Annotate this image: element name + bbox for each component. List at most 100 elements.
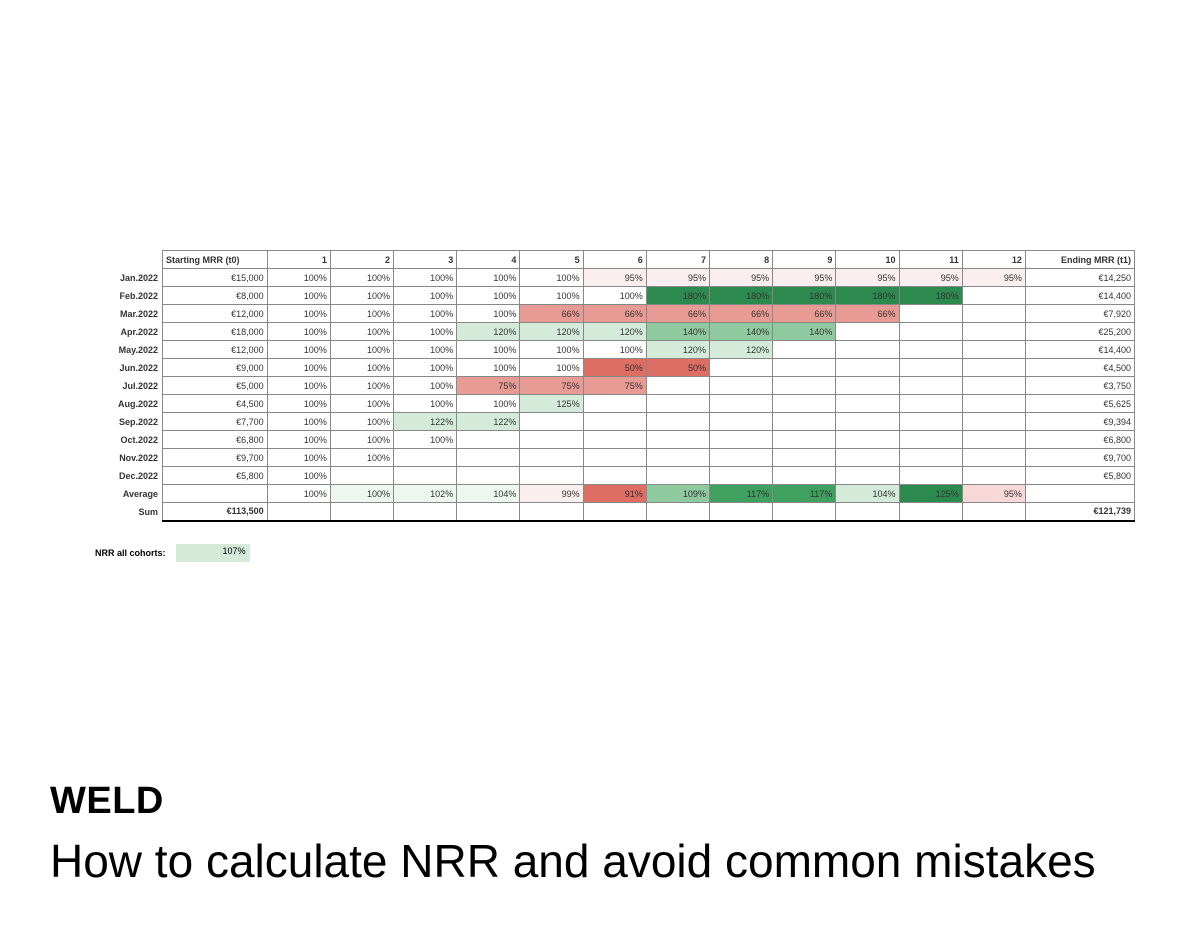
article-title: How to calculate NRR and avoid common mi… xyxy=(50,835,1096,888)
cohort-cell xyxy=(836,323,899,341)
cohort-cell: 100% xyxy=(330,431,393,449)
column-header: 4 xyxy=(457,251,520,269)
cohort-cell: 95% xyxy=(962,485,1025,503)
cohort-cell xyxy=(962,431,1025,449)
cohort-cell: 100% xyxy=(457,359,520,377)
cohort-cell: 95% xyxy=(899,269,962,287)
cohort-cell xyxy=(646,413,709,431)
cohort-cell xyxy=(520,431,583,449)
cohort-cell: 99% xyxy=(520,485,583,503)
cohort-cell: 100% xyxy=(267,359,330,377)
cohort-cell xyxy=(583,395,646,413)
article-footer: WELD How to calculate NRR and avoid comm… xyxy=(50,780,1096,888)
cohort-cell xyxy=(836,413,899,431)
cohort-cell: 140% xyxy=(709,323,772,341)
cohort-cell: 120% xyxy=(646,341,709,359)
cohort-cell: 95% xyxy=(709,269,772,287)
cohort-cell: 125% xyxy=(899,485,962,503)
column-header: 10 xyxy=(836,251,899,269)
starting-mrr-cell: €4,500 xyxy=(163,395,268,413)
cohort-cell: 122% xyxy=(394,413,457,431)
ending-mrr-cell: €5,625 xyxy=(1025,395,1134,413)
cohort-cell: 117% xyxy=(773,485,836,503)
nrr-cohort-table-wrap: Starting MRR (t0)123456789101112Ending M… xyxy=(95,250,1135,562)
starting-mrr-cell: €113,500 xyxy=(163,503,268,521)
cohort-cell: 104% xyxy=(836,485,899,503)
row-label: Dec.2022 xyxy=(95,467,163,485)
starting-mrr-cell: €9,000 xyxy=(163,359,268,377)
row-label: Sum xyxy=(95,503,163,521)
cohort-cell xyxy=(709,413,772,431)
cohort-cell: 120% xyxy=(520,323,583,341)
cohort-cell xyxy=(709,395,772,413)
ending-mrr-cell: €25,200 xyxy=(1025,323,1134,341)
cohort-cell: 102% xyxy=(394,485,457,503)
cohort-cell xyxy=(457,467,520,485)
cohort-cell: 100% xyxy=(330,395,393,413)
column-header: 6 xyxy=(583,251,646,269)
cohort-cell: 95% xyxy=(583,269,646,287)
cohort-cell xyxy=(646,503,709,521)
cohort-cell: 100% xyxy=(267,449,330,467)
cohort-cell: 120% xyxy=(709,341,772,359)
cohort-cell: 140% xyxy=(646,323,709,341)
cohort-cell xyxy=(962,341,1025,359)
cohort-cell: 100% xyxy=(330,323,393,341)
cohort-cell: 100% xyxy=(267,431,330,449)
cohort-cell: 95% xyxy=(836,269,899,287)
cohort-cell xyxy=(646,449,709,467)
cohort-cell xyxy=(836,503,899,521)
cohort-cell xyxy=(394,449,457,467)
cohort-cell xyxy=(773,377,836,395)
cohort-cell xyxy=(962,395,1025,413)
header-blank xyxy=(95,251,163,269)
cohort-cell xyxy=(962,359,1025,377)
cohort-cell xyxy=(457,503,520,521)
cohort-cell: 100% xyxy=(394,377,457,395)
ending-mrr-cell: €3,750 xyxy=(1025,377,1134,395)
starting-mrr-cell: €8,000 xyxy=(163,287,268,305)
ending-mrr-cell: €9,700 xyxy=(1025,449,1134,467)
cohort-cell xyxy=(836,377,899,395)
row-label: Sep.2022 xyxy=(95,413,163,431)
row-label: Feb.2022 xyxy=(95,287,163,305)
column-header: Ending MRR (t1) xyxy=(1025,251,1134,269)
column-header: 11 xyxy=(899,251,962,269)
cohort-cell: 100% xyxy=(394,341,457,359)
cohort-cell xyxy=(773,467,836,485)
cohort-cell: 100% xyxy=(330,485,393,503)
starting-mrr-cell: €12,000 xyxy=(163,341,268,359)
cohort-cell: 100% xyxy=(267,413,330,431)
cohort-cell xyxy=(899,323,962,341)
cohort-cell xyxy=(520,413,583,431)
cohort-cell xyxy=(836,449,899,467)
cohort-cell xyxy=(709,431,772,449)
nrr-cohort-table: Starting MRR (t0)123456789101112Ending M… xyxy=(95,250,1135,522)
cohort-cell: 100% xyxy=(330,377,393,395)
cohort-cell xyxy=(646,467,709,485)
cohort-cell xyxy=(267,503,330,521)
cohort-cell xyxy=(836,341,899,359)
brand-wordmark: WELD xyxy=(50,780,1096,823)
cohort-cell: 100% xyxy=(330,287,393,305)
column-header: 3 xyxy=(394,251,457,269)
cohort-cell xyxy=(709,359,772,377)
nrr-summary: NRR all cohorts: 107% xyxy=(95,544,1135,562)
row-label: Jul.2022 xyxy=(95,377,163,395)
cohort-cell: 95% xyxy=(773,269,836,287)
cohort-cell xyxy=(773,413,836,431)
starting-mrr-cell: €9,700 xyxy=(163,449,268,467)
cohort-cell xyxy=(583,449,646,467)
cohort-cell: 100% xyxy=(267,467,330,485)
cohort-cell: 100% xyxy=(457,269,520,287)
cohort-cell xyxy=(962,503,1025,521)
row-label: Jun.2022 xyxy=(95,359,163,377)
cohort-cell xyxy=(899,341,962,359)
cohort-cell xyxy=(520,503,583,521)
cohort-cell: 100% xyxy=(583,341,646,359)
ending-mrr-cell: €6,800 xyxy=(1025,431,1134,449)
cohort-cell: 122% xyxy=(457,413,520,431)
cohort-cell: 100% xyxy=(330,305,393,323)
cohort-cell xyxy=(709,449,772,467)
cohort-cell: 100% xyxy=(267,395,330,413)
